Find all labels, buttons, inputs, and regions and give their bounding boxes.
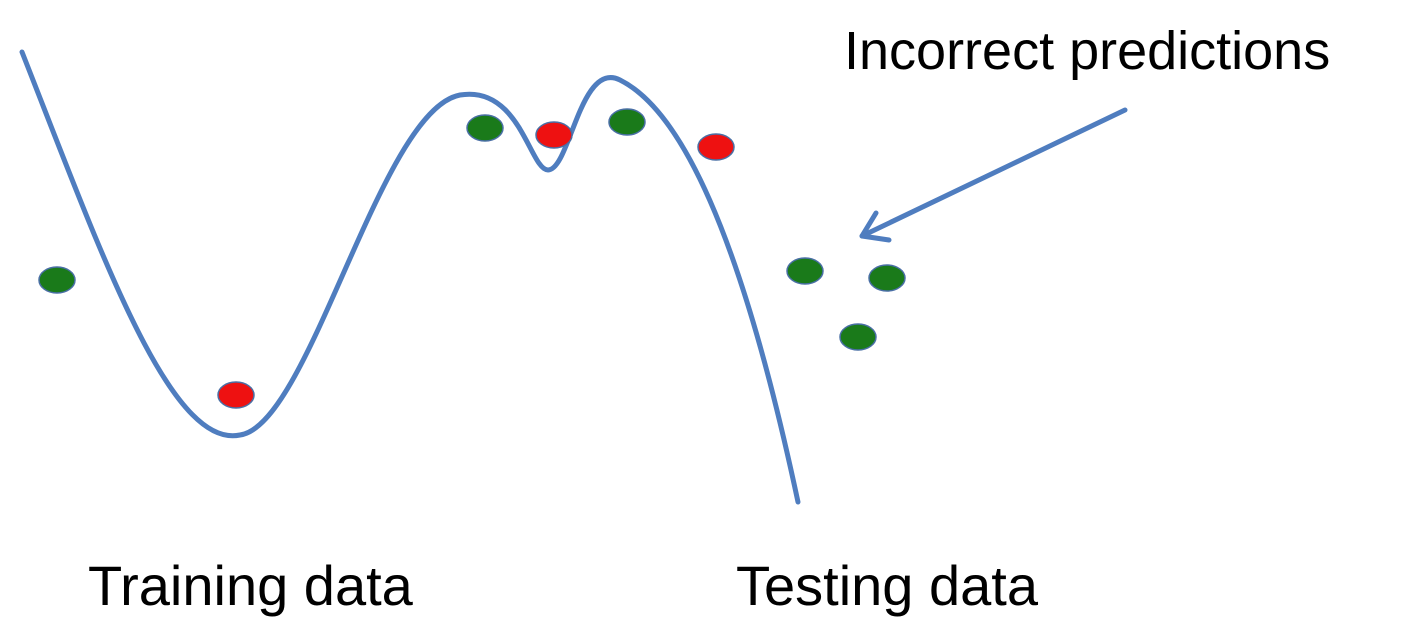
training-point: [535, 121, 573, 149]
incorrect-predictions-label: Incorrect predictions: [844, 21, 1331, 81]
testing-point: [868, 264, 906, 292]
training-point: [217, 381, 255, 409]
incorrect-predictions-arrow: [859, 107, 1128, 239]
testing-point: [839, 323, 877, 351]
training-point: [697, 133, 735, 161]
training-point: [608, 108, 646, 136]
arrow-head-icon: [859, 210, 892, 243]
training-data-label: Training data: [88, 554, 413, 617]
training-point: [466, 114, 504, 142]
testing-point: [786, 257, 824, 285]
fitted-curve: [19, 49, 801, 505]
testing-data-label: Testing data: [736, 554, 1038, 617]
training-point: [38, 266, 76, 294]
